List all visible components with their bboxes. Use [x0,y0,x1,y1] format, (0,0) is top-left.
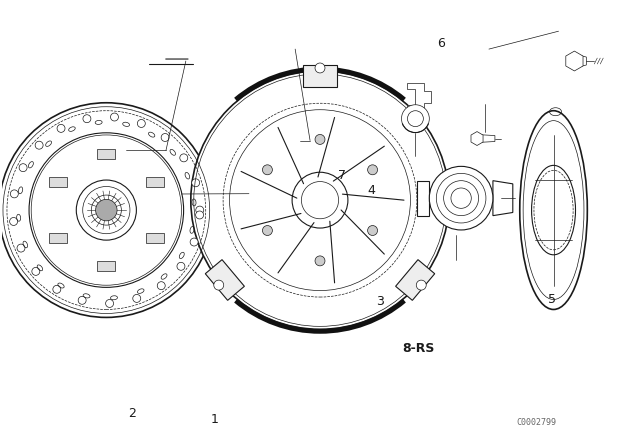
FancyBboxPatch shape [146,177,164,187]
FancyBboxPatch shape [49,233,67,243]
Circle shape [191,71,449,329]
Circle shape [161,134,169,142]
Circle shape [429,166,493,230]
Circle shape [196,206,204,214]
Circle shape [192,179,200,187]
Circle shape [401,105,429,133]
Circle shape [132,294,141,302]
Circle shape [315,63,325,73]
Circle shape [138,120,145,127]
FancyBboxPatch shape [146,233,164,243]
Circle shape [315,134,325,144]
Circle shape [190,238,198,246]
FancyBboxPatch shape [97,261,115,271]
Polygon shape [566,51,583,71]
Circle shape [196,211,204,219]
Polygon shape [417,181,429,215]
Polygon shape [303,65,337,87]
Text: C0002799: C0002799 [516,418,556,426]
Polygon shape [471,132,483,146]
Text: 3: 3 [376,295,385,308]
Circle shape [53,285,61,293]
Circle shape [111,113,118,121]
Circle shape [35,141,43,149]
Polygon shape [396,260,435,300]
Circle shape [32,267,40,276]
Circle shape [180,154,188,162]
Polygon shape [493,181,513,215]
Circle shape [315,256,325,266]
Circle shape [78,296,86,304]
Polygon shape [477,134,495,142]
FancyBboxPatch shape [49,177,67,187]
Text: 5: 5 [548,293,556,306]
Text: 4: 4 [367,184,375,197]
Circle shape [76,180,136,240]
Circle shape [367,165,378,175]
Circle shape [83,115,91,123]
Circle shape [95,199,117,221]
Circle shape [262,225,273,236]
Circle shape [57,125,65,132]
Circle shape [416,280,426,290]
Text: 2: 2 [129,407,136,420]
Circle shape [157,282,165,290]
Circle shape [262,165,273,175]
Circle shape [106,299,113,307]
Text: 8-RS: 8-RS [403,342,435,355]
Circle shape [214,280,224,290]
FancyBboxPatch shape [97,149,115,159]
Circle shape [19,164,27,172]
Ellipse shape [520,111,588,310]
Circle shape [17,244,25,252]
Polygon shape [205,260,244,300]
Circle shape [177,263,185,270]
Circle shape [367,225,378,236]
Polygon shape [575,55,586,67]
Polygon shape [408,83,431,111]
Circle shape [10,190,19,198]
Text: 1: 1 [211,414,219,426]
Circle shape [0,103,214,318]
Text: 6: 6 [437,37,445,50]
Circle shape [10,217,17,225]
Text: 7: 7 [339,168,346,181]
